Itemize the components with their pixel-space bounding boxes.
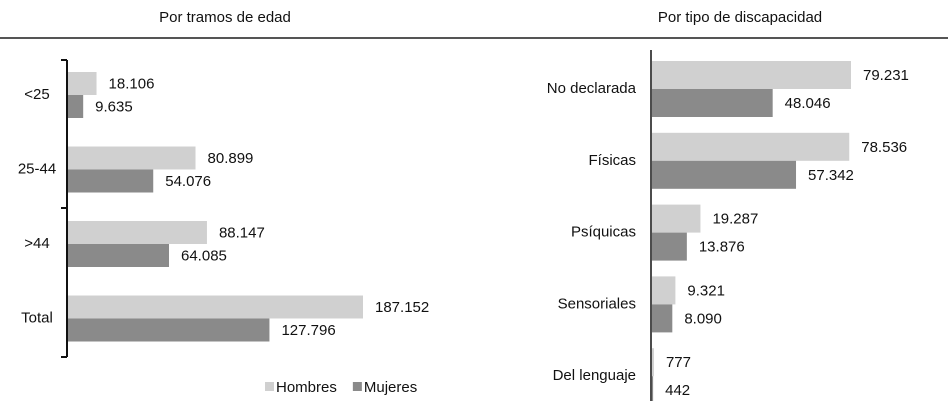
value-label: 57.342 — [808, 167, 854, 184]
category-label: Físicas — [588, 152, 636, 169]
value-label: 18.106 — [109, 75, 155, 92]
bar — [652, 204, 701, 233]
value-label: 442 — [665, 382, 690, 399]
value-label: 88.147 — [219, 224, 265, 241]
value-label: 48.046 — [785, 95, 831, 112]
bar — [652, 89, 773, 117]
bar — [68, 169, 154, 193]
bar — [68, 244, 170, 267]
value-label: 54.076 — [165, 173, 211, 190]
value-label: 9.635 — [95, 98, 133, 115]
category-label: Sensoriales — [558, 295, 636, 312]
bar — [652, 276, 676, 305]
value-label: 127.796 — [281, 322, 335, 339]
chart-title: Por tipo de discapacidad — [658, 9, 822, 26]
category-label: Total — [21, 309, 53, 326]
category-label: >44 — [24, 235, 49, 252]
bar — [652, 61, 851, 89]
category-label: Del lenguaje — [553, 367, 636, 384]
bar — [68, 295, 363, 319]
category-label: Psíquicas — [571, 224, 636, 241]
value-label: 777 — [666, 354, 691, 371]
bar — [68, 95, 84, 118]
value-label: 64.085 — [181, 247, 227, 264]
value-label: 80.899 — [208, 150, 254, 167]
bar — [68, 146, 196, 170]
value-label: 19.287 — [712, 211, 758, 228]
bar — [68, 221, 207, 244]
legend-label: Mujeres — [364, 379, 417, 396]
value-label: 187.152 — [375, 299, 429, 316]
bar — [652, 232, 687, 261]
bar — [652, 160, 797, 189]
value-label: 8.090 — [684, 310, 722, 327]
bar — [68, 318, 270, 342]
legend-swatch — [265, 382, 274, 391]
bar — [68, 72, 97, 95]
value-label: 9.321 — [687, 282, 725, 299]
category-label: No declarada — [547, 80, 637, 97]
bar — [652, 304, 673, 333]
legend-label: Hombres — [276, 379, 337, 396]
category-label: <25 — [24, 86, 49, 103]
bracket-axis — [61, 59, 68, 358]
bar — [652, 132, 850, 161]
bar — [652, 348, 654, 377]
category-label: 25-44 — [18, 160, 56, 177]
chart-title: Por tramos de edad — [159, 9, 291, 26]
legend-swatch — [352, 382, 362, 391]
bar — [652, 376, 654, 401]
value-label: 78.536 — [861, 139, 907, 156]
value-label: 13.876 — [699, 239, 745, 256]
value-label: 79.231 — [863, 67, 909, 84]
